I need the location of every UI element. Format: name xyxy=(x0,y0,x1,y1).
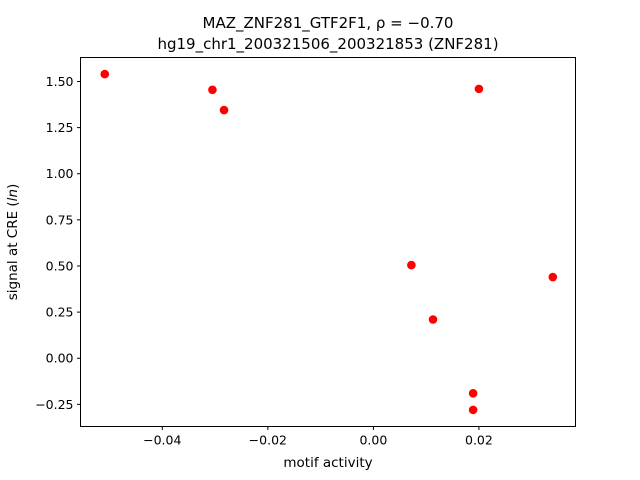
y-tick-label: 1.00 xyxy=(46,166,74,181)
y-tick-label: 0.00 xyxy=(46,351,74,366)
y-tick-label: −0.25 xyxy=(35,397,73,412)
y-tick-label: 0.50 xyxy=(46,258,74,273)
data-point xyxy=(208,85,217,95)
data-point xyxy=(428,315,438,324)
x-tick-label: −0.04 xyxy=(143,433,181,448)
x-tick-label: −0.02 xyxy=(249,433,287,448)
y-tick-label: 0.75 xyxy=(46,212,74,227)
y-label-close: ) xyxy=(5,184,21,189)
x-tick-label: 0.00 xyxy=(359,433,387,448)
chart-title-line2: hg19_chr1_200321506_200321853 (ZNF281) xyxy=(157,35,498,54)
data-point xyxy=(407,260,416,270)
y-label-unit: ln xyxy=(5,189,21,201)
y-tick-label: 1.25 xyxy=(46,120,74,135)
y-axis-label: signal at CRE (ln) xyxy=(5,184,21,301)
x-axis-label: motif activity xyxy=(283,455,372,471)
x-axis-ticks: −0.04 −0.02 0.00 0.02 xyxy=(143,426,493,448)
data-point xyxy=(548,272,558,282)
data-point xyxy=(468,388,478,398)
x-tick-label: 0.02 xyxy=(465,433,493,448)
data-point xyxy=(100,69,110,79)
plot-frame xyxy=(80,57,576,427)
y-label-text: signal at CRE ( xyxy=(5,201,21,300)
y-tick-label: 0.25 xyxy=(46,305,74,320)
y-axis-ticks: −0.25 0.00 0.25 0.50 0.75 1.00 1.25 1.50 xyxy=(35,74,81,412)
data-point xyxy=(474,84,484,94)
y-tick-label: 1.50 xyxy=(46,74,74,89)
data-point xyxy=(219,105,229,115)
data-points xyxy=(100,69,558,415)
chart-title-line1: MAZ_ZNF281_GTF2F1, ρ = −0.70 xyxy=(203,14,454,33)
data-point xyxy=(468,405,478,415)
